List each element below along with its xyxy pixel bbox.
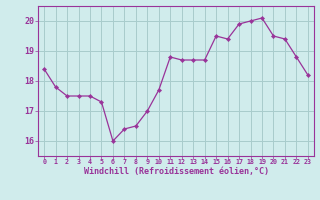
X-axis label: Windchill (Refroidissement éolien,°C): Windchill (Refroidissement éolien,°C): [84, 167, 268, 176]
